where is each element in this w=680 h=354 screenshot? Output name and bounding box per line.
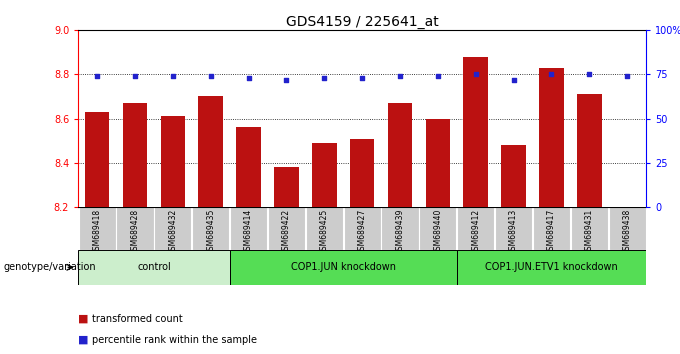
Text: GSM689412: GSM689412 (471, 209, 480, 255)
Bar (501, 145, 526, 207)
Bar (420, 207, 456, 250)
Text: GSM689431: GSM689431 (585, 209, 594, 255)
Bar (160, 116, 185, 207)
Text: genotype/variation: genotype/variation (3, 262, 96, 272)
Point (470, 72, 481, 77)
Bar (381, 207, 418, 250)
Bar (350, 138, 375, 207)
Point (129, 73, 140, 79)
Bar (274, 167, 299, 207)
Text: transformed count: transformed count (92, 314, 182, 324)
Text: GSM689439: GSM689439 (396, 209, 405, 255)
Point (319, 75, 330, 81)
Bar (230, 250, 457, 285)
Bar (306, 207, 343, 250)
Title: GDS4159 / 225641_at: GDS4159 / 225641_at (286, 15, 439, 29)
Text: GSM689435: GSM689435 (206, 209, 215, 255)
Bar (268, 207, 305, 250)
Bar (312, 143, 337, 207)
Point (508, 77, 519, 82)
Point (281, 77, 292, 82)
Bar (388, 103, 412, 207)
Bar (85, 112, 109, 207)
Point (432, 73, 443, 79)
Text: GSM689413: GSM689413 (509, 209, 518, 255)
Text: COP1.JUN knockdown: COP1.JUN knockdown (290, 262, 396, 272)
Bar (609, 207, 645, 250)
Point (167, 73, 178, 79)
Text: GSM689432: GSM689432 (169, 209, 177, 255)
Bar (154, 207, 191, 250)
Bar (79, 207, 116, 250)
Bar (539, 68, 564, 207)
Bar (122, 103, 148, 207)
Text: GSM689440: GSM689440 (433, 209, 442, 255)
Bar (577, 94, 602, 207)
Bar (426, 119, 450, 207)
Text: GSM689422: GSM689422 (282, 209, 291, 255)
Point (394, 73, 405, 79)
Text: percentile rank within the sample: percentile rank within the sample (92, 335, 257, 345)
Bar (457, 250, 646, 285)
Bar (236, 127, 261, 207)
Text: GSM689425: GSM689425 (320, 209, 328, 255)
Bar (343, 207, 381, 250)
Text: GSM689427: GSM689427 (358, 209, 367, 255)
Point (546, 72, 557, 77)
Bar (78, 250, 230, 285)
Point (92, 73, 103, 79)
Text: ■: ■ (78, 335, 88, 345)
Point (583, 72, 594, 77)
Bar (571, 207, 608, 250)
Bar (199, 97, 223, 207)
Text: GSM689438: GSM689438 (623, 209, 632, 255)
Bar (457, 207, 494, 250)
Text: GSM689414: GSM689414 (244, 209, 253, 255)
Bar (495, 207, 532, 250)
Point (243, 75, 254, 81)
Point (356, 75, 367, 81)
Point (622, 73, 632, 79)
Text: ■: ■ (78, 314, 88, 324)
Bar (192, 207, 229, 250)
Bar (533, 207, 570, 250)
Bar (230, 207, 267, 250)
Bar (116, 207, 154, 250)
Text: COP1.JUN.ETV1 knockdown: COP1.JUN.ETV1 knockdown (485, 262, 617, 272)
Text: GSM689428: GSM689428 (131, 209, 139, 255)
Text: GSM689417: GSM689417 (547, 209, 556, 255)
Bar (463, 57, 488, 207)
Text: control: control (137, 262, 171, 272)
Point (205, 73, 216, 79)
Text: GSM689418: GSM689418 (92, 209, 101, 255)
